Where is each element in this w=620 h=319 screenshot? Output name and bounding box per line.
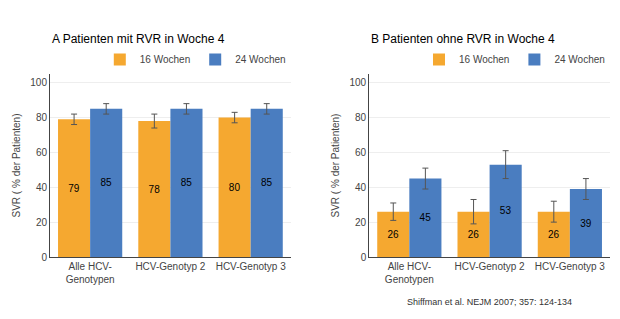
svg-text:SVR ( % der Patienten): SVR ( % der Patienten) [11, 114, 22, 218]
svg-text:0: 0 [361, 252, 367, 263]
svg-text:78: 78 [149, 184, 161, 195]
svg-text:85: 85 [100, 177, 112, 188]
svg-text:60: 60 [355, 147, 367, 158]
svg-text:26: 26 [387, 229, 399, 240]
svg-text:100: 100 [350, 77, 367, 88]
svg-text:Alle HCV-Genotypen: Alle HCV-Genotypen [385, 261, 434, 285]
svg-text:20: 20 [355, 217, 367, 228]
svg-text:80: 80 [355, 112, 367, 123]
svg-text:80: 80 [36, 112, 48, 123]
svg-text:24 Wochen: 24 Wochen [554, 54, 604, 65]
svg-text:80: 80 [229, 182, 241, 193]
svg-text:HCV-Genotyp 3: HCV-Genotyp 3 [535, 261, 605, 272]
svg-text:Alle HCV-Genotypen: Alle HCV-Genotypen [66, 261, 115, 285]
svg-text:79: 79 [68, 183, 80, 194]
svg-text:45: 45 [420, 212, 432, 223]
svg-text:B Patienten ohne RVR in Woche: B Patienten ohne RVR in Woche 4 [371, 32, 555, 46]
svg-text:85: 85 [181, 177, 193, 188]
svg-text:24 Wochen: 24 Wochen [235, 54, 285, 65]
svg-text:A Patienten mit RVR in Woche 4: A Patienten mit RVR in Woche 4 [52, 32, 225, 46]
svg-text:26: 26 [468, 229, 480, 240]
svg-text:39: 39 [580, 218, 592, 229]
svg-text:20: 20 [36, 217, 48, 228]
svg-text:40: 40 [355, 182, 367, 193]
svg-text:0: 0 [41, 252, 47, 263]
svg-text:26: 26 [548, 229, 560, 240]
svg-text:HCV-Genotyp 2: HCV-Genotyp 2 [455, 261, 525, 272]
svg-text:100: 100 [30, 77, 47, 88]
svg-text:Shiffman et al. NEJM 2007; 357: Shiffman et al. NEJM 2007; 357: 124-134 [407, 297, 572, 307]
svg-text:60: 60 [36, 147, 48, 158]
svg-text:SVR ( % der Patienten): SVR ( % der Patienten) [330, 114, 341, 218]
svg-text:16 Wochen: 16 Wochen [459, 54, 509, 65]
svg-text:40: 40 [36, 182, 48, 193]
svg-text:53: 53 [500, 205, 512, 216]
svg-text:HCV-Genotyp 2: HCV-Genotyp 2 [135, 261, 205, 272]
svg-text:85: 85 [261, 177, 273, 188]
svg-text:16 Wochen: 16 Wochen [140, 54, 190, 65]
svg-text:HCV-Genotyp 3: HCV-Genotyp 3 [216, 261, 286, 272]
